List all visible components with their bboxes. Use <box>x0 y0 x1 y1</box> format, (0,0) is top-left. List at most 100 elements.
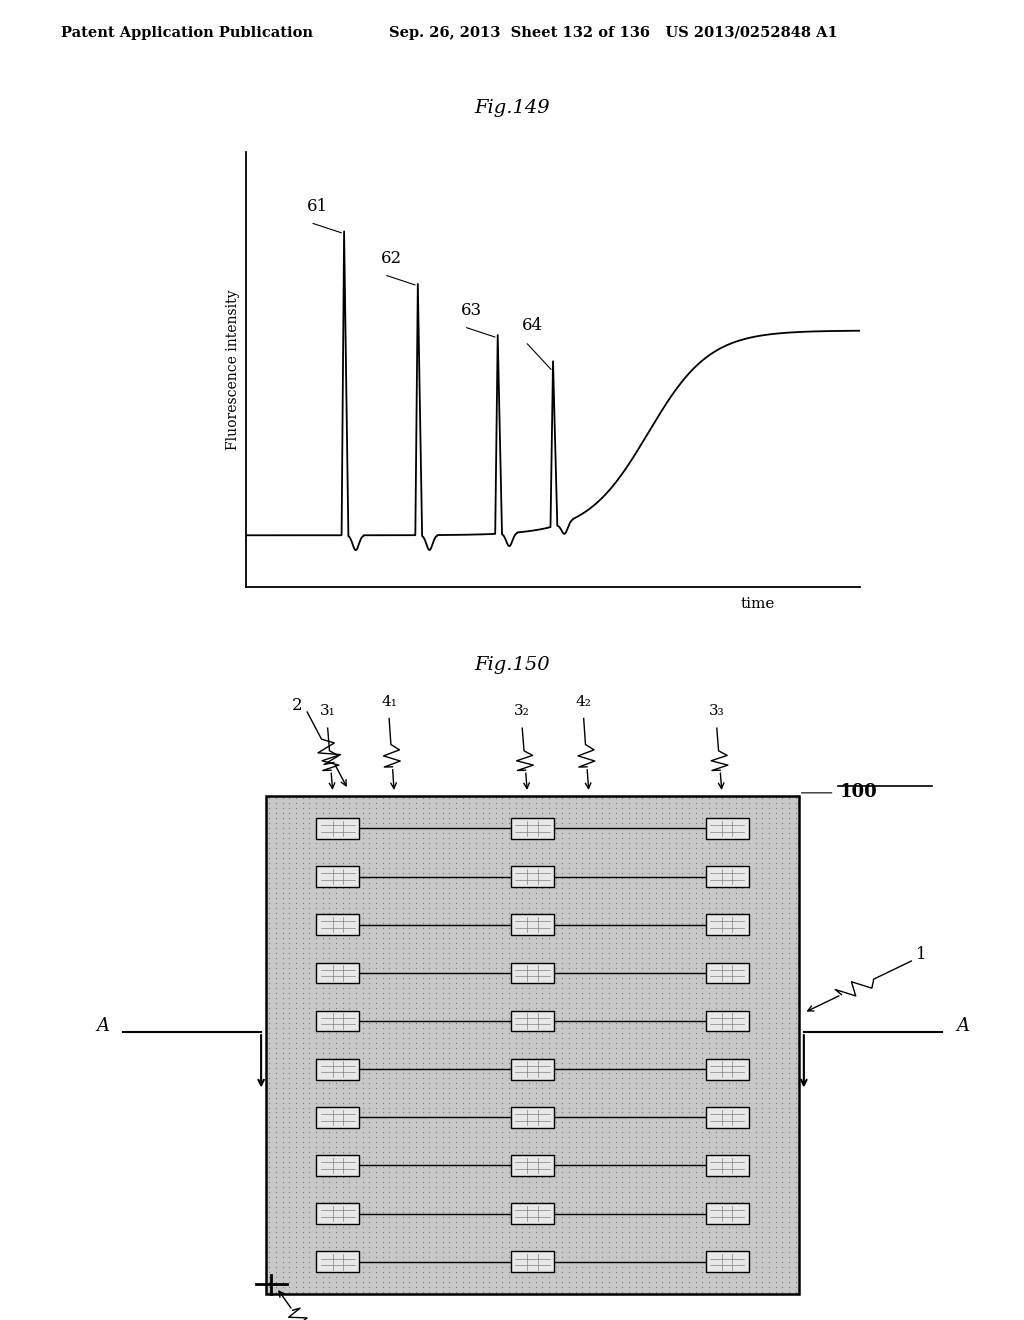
Point <box>734 1077 751 1098</box>
Point <box>495 1156 511 1177</box>
Point <box>514 837 530 858</box>
Point <box>780 803 797 824</box>
Point <box>748 887 764 908</box>
Point <box>694 1142 711 1163</box>
Point <box>415 1122 431 1143</box>
Point <box>481 1197 498 1218</box>
Point <box>787 858 804 879</box>
Point <box>261 1122 278 1143</box>
Point <box>468 882 484 903</box>
Point <box>388 817 404 838</box>
Point <box>388 1072 404 1093</box>
Point <box>447 1027 464 1048</box>
Point <box>348 1217 365 1238</box>
Point <box>447 912 464 933</box>
Point <box>567 1032 584 1053</box>
Point <box>388 892 404 913</box>
Point <box>527 932 544 953</box>
Point <box>607 1082 624 1104</box>
Point <box>561 1072 578 1093</box>
Point <box>554 1038 570 1059</box>
Point <box>787 1127 804 1148</box>
Point <box>495 1032 511 1053</box>
Point <box>328 1131 344 1152</box>
Point <box>447 1111 464 1133</box>
Point <box>634 972 650 993</box>
Point <box>328 962 344 983</box>
Point <box>621 1251 637 1272</box>
Point <box>727 962 743 983</box>
Point <box>421 858 437 879</box>
Point <box>634 1038 650 1059</box>
Point <box>780 898 797 919</box>
Point <box>421 1206 437 1228</box>
Point <box>487 1267 504 1288</box>
Point <box>727 867 743 888</box>
Point <box>535 1262 551 1283</box>
Point <box>774 1002 791 1023</box>
Point <box>521 1111 538 1133</box>
Point <box>694 912 711 933</box>
Point <box>574 892 591 913</box>
Point <box>282 972 298 993</box>
Point <box>607 927 624 948</box>
Point <box>447 1142 464 1163</box>
Point <box>634 1276 650 1298</box>
Point <box>394 797 411 818</box>
Point <box>548 867 564 888</box>
Point <box>561 853 578 874</box>
Text: 61: 61 <box>307 198 329 215</box>
Point <box>634 1002 650 1023</box>
Point <box>721 1232 737 1253</box>
Point <box>381 853 397 874</box>
Point <box>295 907 311 928</box>
Point <box>401 1156 418 1177</box>
Point <box>328 982 344 1003</box>
Point <box>455 993 471 1014</box>
Point <box>780 1027 797 1048</box>
Point <box>668 1092 684 1113</box>
Point <box>654 912 671 933</box>
Point <box>487 1201 504 1222</box>
Point <box>394 1072 411 1093</box>
Point <box>481 1167 498 1188</box>
Point <box>261 1063 278 1084</box>
Point <box>328 842 344 863</box>
Point <box>322 1212 338 1233</box>
Bar <box>511 1059 554 1080</box>
Point <box>567 1131 584 1152</box>
Point <box>295 1172 311 1193</box>
Point <box>588 1172 604 1193</box>
Point <box>495 1167 511 1188</box>
Point <box>428 1262 444 1283</box>
Point <box>700 982 717 1003</box>
Point <box>734 1276 751 1298</box>
Point <box>461 873 477 894</box>
Point <box>660 892 677 913</box>
Point <box>447 1251 464 1272</box>
Point <box>428 1251 444 1272</box>
Point <box>501 1018 517 1039</box>
Point <box>348 912 365 933</box>
Point <box>787 1177 804 1199</box>
Point <box>574 982 591 1003</box>
Point <box>588 842 604 863</box>
Point <box>354 873 371 894</box>
Point <box>288 862 304 883</box>
Point <box>681 1226 697 1247</box>
Point <box>708 1222 724 1243</box>
Point <box>767 1242 783 1263</box>
Point <box>335 1137 351 1158</box>
Point <box>341 1117 357 1138</box>
Point <box>641 907 657 928</box>
Point <box>474 873 490 894</box>
Point <box>388 822 404 843</box>
Point <box>668 957 684 978</box>
Point <box>754 1052 770 1073</box>
Point <box>474 1057 490 1078</box>
Point <box>734 962 751 983</box>
Point <box>668 862 684 883</box>
Point <box>607 1002 624 1023</box>
Point <box>375 853 391 874</box>
Point <box>441 1197 458 1218</box>
